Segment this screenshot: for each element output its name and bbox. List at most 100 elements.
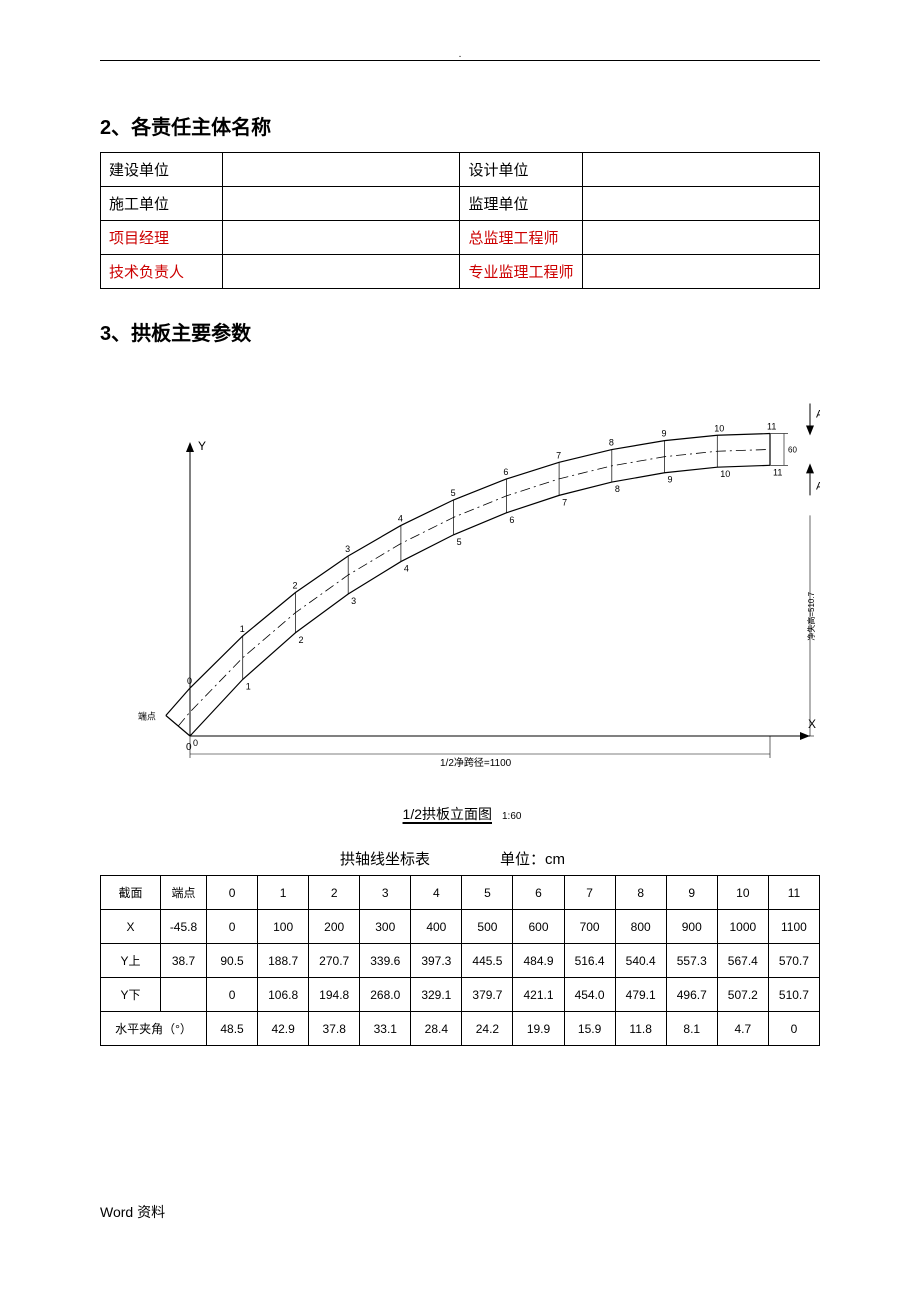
table-cell: 400: [411, 910, 462, 944]
table-row: X-45.80100200300400500600700800900100011…: [101, 910, 820, 944]
table-row: 技术负责人专业监理工程师: [101, 255, 820, 289]
section3-heading: 3、拱板主要参数: [100, 317, 820, 346]
table-header-cell: 端点: [161, 876, 207, 910]
resp-value: [223, 221, 460, 255]
table-cell: 329.1: [411, 978, 462, 1012]
responsibility-table: 建设单位设计单位施工单位监理单位项目经理总监理工程师技术负责人专业监理工程师: [100, 152, 820, 289]
table-header-cell: 2: [309, 876, 360, 910]
table-cell: 500: [462, 910, 513, 944]
resp-value: [582, 255, 819, 289]
table-header-cell: 1: [258, 876, 309, 910]
table-cell: 557.3: [666, 944, 717, 978]
table-cell: 516.4: [564, 944, 615, 978]
arch-diagram: YX0011223344556677889910101111端点0AA60净失高…: [100, 366, 820, 796]
resp-value: [223, 255, 460, 289]
resp-value: [223, 153, 460, 187]
table-cell: 484.9: [513, 944, 564, 978]
table-cell: 540.4: [615, 944, 666, 978]
table-cell: 0: [207, 910, 258, 944]
table-cell: -45.8: [161, 910, 207, 944]
diagram-caption: 1/2拱板立面图 1:60: [100, 804, 820, 824]
coord-table-title: 拱轴线坐标表: [100, 848, 460, 869]
svg-text:11: 11: [773, 467, 782, 477]
svg-text:4: 4: [398, 513, 403, 523]
table-header-cell: 3: [360, 876, 411, 910]
coord-table-titles: 拱轴线坐标表单位：cm: [100, 848, 820, 869]
svg-text:2: 2: [292, 581, 297, 591]
svg-text:10: 10: [720, 469, 730, 479]
table-cell: 38.7: [161, 944, 207, 978]
svg-text:1: 1: [246, 681, 251, 691]
svg-text:1: 1: [240, 624, 245, 634]
table-cell: 188.7: [258, 944, 309, 978]
table-cell: 24.2: [462, 1012, 513, 1046]
coord-table: 截面端点01234567891011X-45.80100200300400500…: [100, 875, 820, 1046]
table-cell: 900: [666, 910, 717, 944]
table-cell: 570.7: [768, 944, 819, 978]
table-header-cell: 7: [564, 876, 615, 910]
table-cell: 15.9: [564, 1012, 615, 1046]
section2-heading: 2、各责任主体名称: [100, 111, 820, 140]
svg-text:净失高=510.7: 净失高=510.7: [806, 591, 816, 640]
table-cell: 19.9: [513, 1012, 564, 1046]
table-cell: 33.1: [360, 1012, 411, 1046]
svg-text:6: 6: [509, 515, 514, 525]
svg-text:A: A: [816, 409, 820, 421]
svg-text:10: 10: [714, 423, 724, 433]
table-cell: 0: [768, 1012, 819, 1046]
table-header-cell: 5: [462, 876, 513, 910]
svg-text:0: 0: [187, 676, 192, 686]
table-row: 项目经理总监理工程师: [101, 221, 820, 255]
table-header-cell: 4: [411, 876, 462, 910]
resp-label: 监理单位: [460, 187, 582, 221]
svg-text:X: X: [808, 717, 816, 731]
table-row: 施工单位 监理单位: [101, 187, 820, 221]
svg-text:5: 5: [457, 537, 462, 547]
diagram-caption-scale: 1:60: [502, 811, 521, 822]
diagram-caption-main: 1/2拱板立面图: [399, 806, 496, 822]
table-cell: 8.1: [666, 1012, 717, 1046]
table-cell: 479.1: [615, 978, 666, 1012]
table-cell: 200: [309, 910, 360, 944]
table-header-cell: 8: [615, 876, 666, 910]
svg-text:0: 0: [193, 738, 198, 748]
table-cell: 106.8: [258, 978, 309, 1012]
table-cell: 339.6: [360, 944, 411, 978]
table-cell: 700: [564, 910, 615, 944]
resp-label: 施工单位: [101, 187, 223, 221]
resp-label: 项目经理: [101, 221, 223, 255]
table-cell: 90.5: [207, 944, 258, 978]
resp-label: 建设单位: [101, 153, 223, 187]
svg-text:1/2净跨径=1100: 1/2净跨径=1100: [440, 756, 512, 769]
table-cell: 496.7: [666, 978, 717, 1012]
table-cell: 28.4: [411, 1012, 462, 1046]
resp-value: [582, 187, 819, 221]
table-cell: 507.2: [717, 978, 768, 1012]
table-header-cell: 6: [513, 876, 564, 910]
footer-text: Word 资料: [100, 1202, 165, 1222]
row-head-cell: X: [101, 910, 161, 944]
resp-value: [223, 187, 460, 221]
svg-text:A: A: [816, 480, 820, 492]
table-cell: 300: [360, 910, 411, 944]
resp-label: 专业监理工程师: [460, 255, 582, 289]
table-row: Y上38.790.5188.7270.7339.6397.3445.5484.9…: [101, 944, 820, 978]
svg-text:60: 60: [788, 445, 797, 454]
table-cell: 454.0: [564, 978, 615, 1012]
svg-text:0: 0: [186, 742, 192, 753]
table-cell: 567.4: [717, 944, 768, 978]
table-row: 水平夹角（°）48.542.937.833.128.424.219.915.91…: [101, 1012, 820, 1046]
table-cell: 600: [513, 910, 564, 944]
table-cell: 800: [615, 910, 666, 944]
svg-text:8: 8: [609, 438, 614, 448]
svg-text:9: 9: [668, 475, 673, 485]
svg-text:8: 8: [615, 484, 620, 494]
svg-text:Y: Y: [198, 439, 206, 453]
table-cell: 37.8: [309, 1012, 360, 1046]
svg-text:11: 11: [767, 422, 776, 432]
table-cell: 445.5: [462, 944, 513, 978]
svg-text:2: 2: [298, 635, 303, 645]
table-header-cell: 10: [717, 876, 768, 910]
row-head-cell: 水平夹角（°）: [101, 1012, 207, 1046]
table-row: Y下0106.8194.8268.0329.1379.7421.1454.047…: [101, 978, 820, 1012]
